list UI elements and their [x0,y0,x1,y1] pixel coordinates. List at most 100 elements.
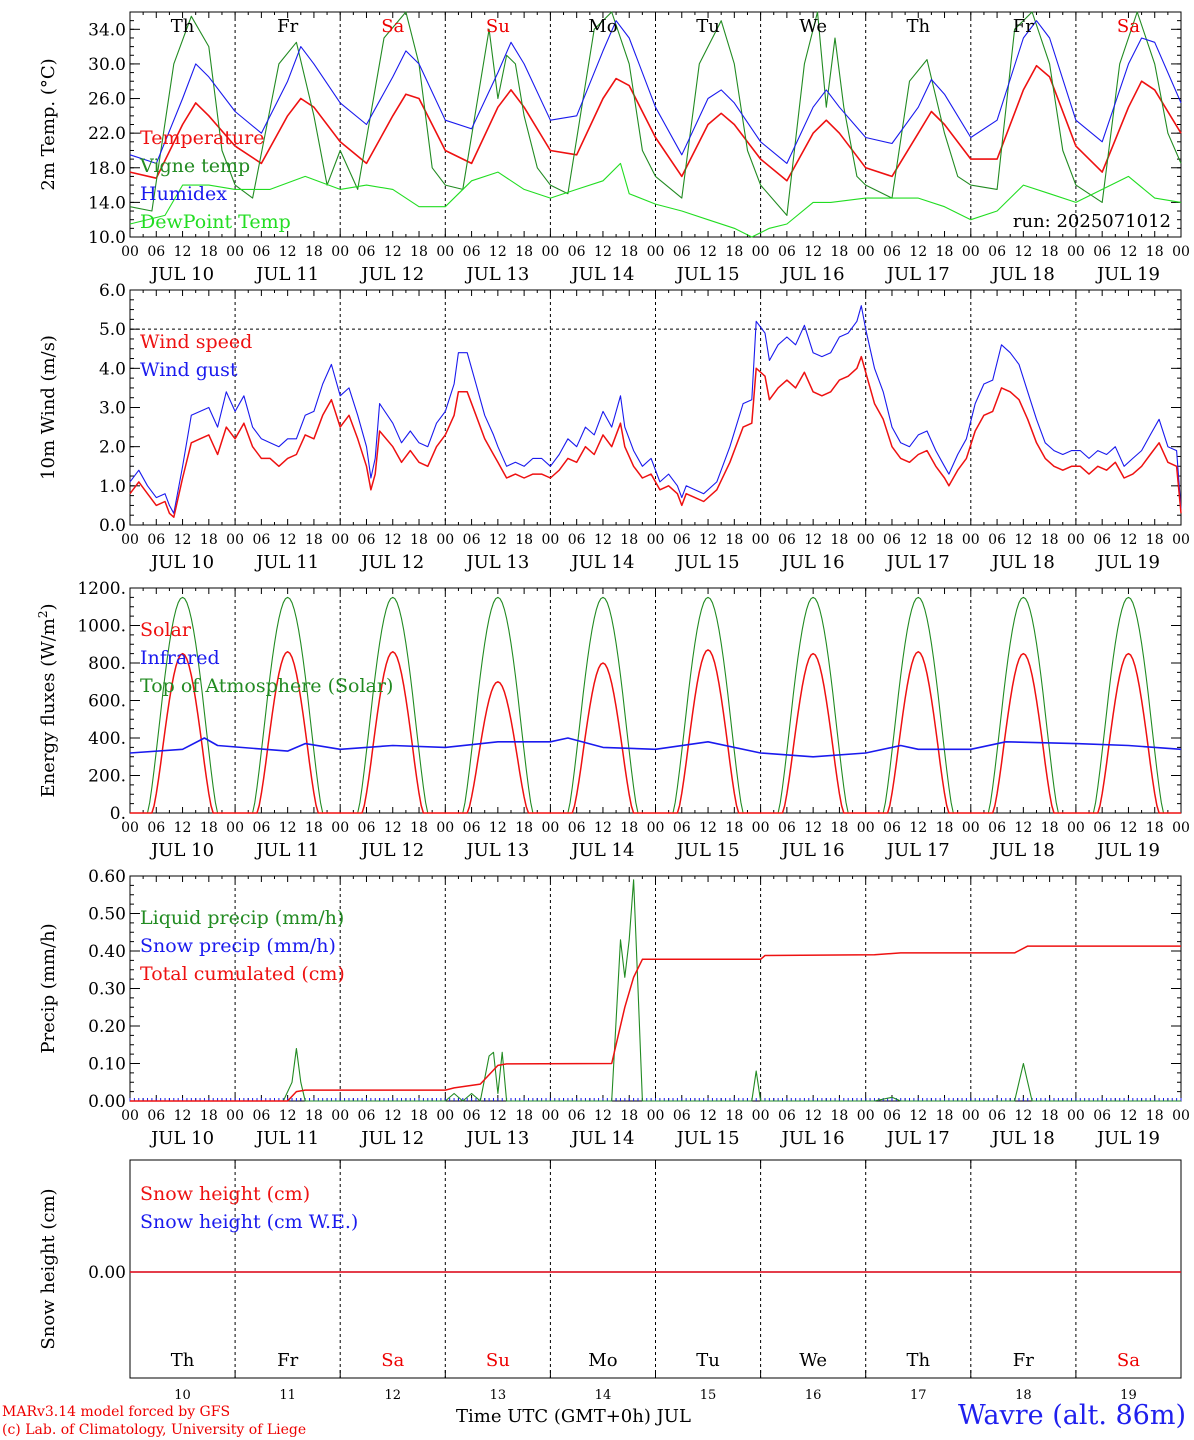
y-tick-label: 0. [110,804,126,824]
day-name: Sa [1117,16,1140,37]
hour-label: 00 [857,244,875,260]
hour-label: 06 [1093,532,1111,548]
hour-label: 18 [620,820,638,836]
hour-label: 12 [489,532,507,548]
hour-label: 00 [436,820,454,836]
hour-label: 06 [778,532,796,548]
hour-label: 00 [331,820,349,836]
date-label: JUL 14 [569,840,634,861]
hour-label: 00 [331,532,349,548]
hour-label: 12 [594,244,612,260]
hour-label: 18 [200,820,218,836]
series-humidex [129,20,1182,164]
hour-label: 18 [515,820,533,836]
legend-solar: Solar [140,619,192,641]
y-tick-label: 26.0 [88,90,126,110]
hour-label: 06 [673,244,691,260]
y-axis-label-2: Energy fluxes (W/m2) [36,603,59,797]
y-tick-label: 34.0 [88,20,126,40]
day-name-bottom: Sa [381,1350,404,1371]
legend-top-of-atmosphere-solar-: Top of Atmosphere (Solar) [140,675,393,697]
day-number: 14 [595,1388,612,1403]
series-liquid-precip [130,879,1181,1102]
date-label: JUL 16 [780,264,845,285]
hour-label: 00 [647,244,665,260]
date-label: JUL 14 [569,552,634,573]
date-label: JUL 13 [464,1128,529,1149]
hour-label: 06 [252,820,270,836]
hour-label: 18 [1146,244,1164,260]
date-label: JUL 11 [254,1128,319,1149]
hour-label: 12 [279,820,297,836]
hour-label: 12 [594,820,612,836]
hour-label: 06 [883,820,901,836]
date-label: JUL 12 [359,264,424,285]
y-tick-label: 0.10 [88,1055,126,1075]
hour-label: 00 [1172,244,1190,260]
date-label: JUL 18 [990,264,1055,285]
y-tick-label: 200. [88,767,126,787]
series-infrared [129,737,1182,758]
hour-label: 00 [436,244,454,260]
hour-label: 18 [831,820,849,836]
date-label: JUL 18 [990,552,1055,573]
hour-label: 12 [594,1108,612,1124]
legend-wind-gust: Wind gust [140,359,238,381]
hour-label: 12 [909,820,927,836]
hour-label: 18 [936,532,954,548]
hour-label: 18 [936,244,954,260]
hour-label: 18 [725,820,743,836]
hour-label: 12 [1120,532,1138,548]
hour-label: 06 [673,1108,691,1124]
day-number: 12 [384,1388,401,1403]
hour-label: 12 [489,1108,507,1124]
hour-label: 00 [647,532,665,548]
day-name: Su [486,16,510,37]
date-label: JUL 18 [990,840,1055,861]
hour-label: 06 [883,532,901,548]
day-number: 10 [174,1388,191,1403]
y-tick-label: 1000. [77,617,126,637]
hour-label: 06 [463,820,481,836]
hour-label: 12 [174,1108,192,1124]
hour-label: 00 [436,532,454,548]
y-tick-label: 4.0 [99,359,126,379]
hour-label: 06 [147,820,165,836]
hour-label: 18 [1146,820,1164,836]
day-name-bottom: Th [171,1350,195,1371]
hour-label: 18 [305,244,323,260]
series-wind-gust [129,305,1182,514]
hour-label: 12 [174,820,192,836]
legend-vigne-temp: Vigne temp [139,155,250,177]
hour-label: 06 [252,244,270,260]
hour-label: 12 [699,1108,717,1124]
date-label: JUL 15 [675,264,740,285]
hour-label: 00 [857,820,875,836]
y-tick-label: 0.00 [88,1092,126,1112]
hour-label: 12 [804,1108,822,1124]
date-label: JUL 17 [885,840,950,861]
hour-label: 00 [962,1108,980,1124]
y-axis-label-3: Precip (mm/h) [38,923,59,1053]
day-name: Th [171,16,195,37]
hour-label: 18 [410,1108,428,1124]
x-axis-title: Time UTC (GMT+0h) JUL [456,1406,691,1427]
hour-label: 06 [988,1108,1006,1124]
hour-label: 12 [279,244,297,260]
date-label: JUL 15 [675,840,740,861]
hour-label: 00 [121,244,139,260]
date-label: JUL 14 [569,264,634,285]
hour-label: 00 [541,532,559,548]
y-axis-label-4: Snow height (cm) [38,1188,59,1349]
y-tick-label: 2.0 [99,438,126,458]
date-label: JUL 19 [1095,264,1160,285]
date-label: JUL 15 [675,1128,740,1149]
y-tick-label: 0.50 [88,905,126,925]
hour-label: 18 [200,532,218,548]
date-label: JUL 17 [885,552,950,573]
date-label: JUL 14 [569,1128,634,1149]
day-name-bottom: Fr [1013,1350,1034,1371]
hour-label: 06 [463,244,481,260]
day-name-bottom: We [799,1350,827,1371]
